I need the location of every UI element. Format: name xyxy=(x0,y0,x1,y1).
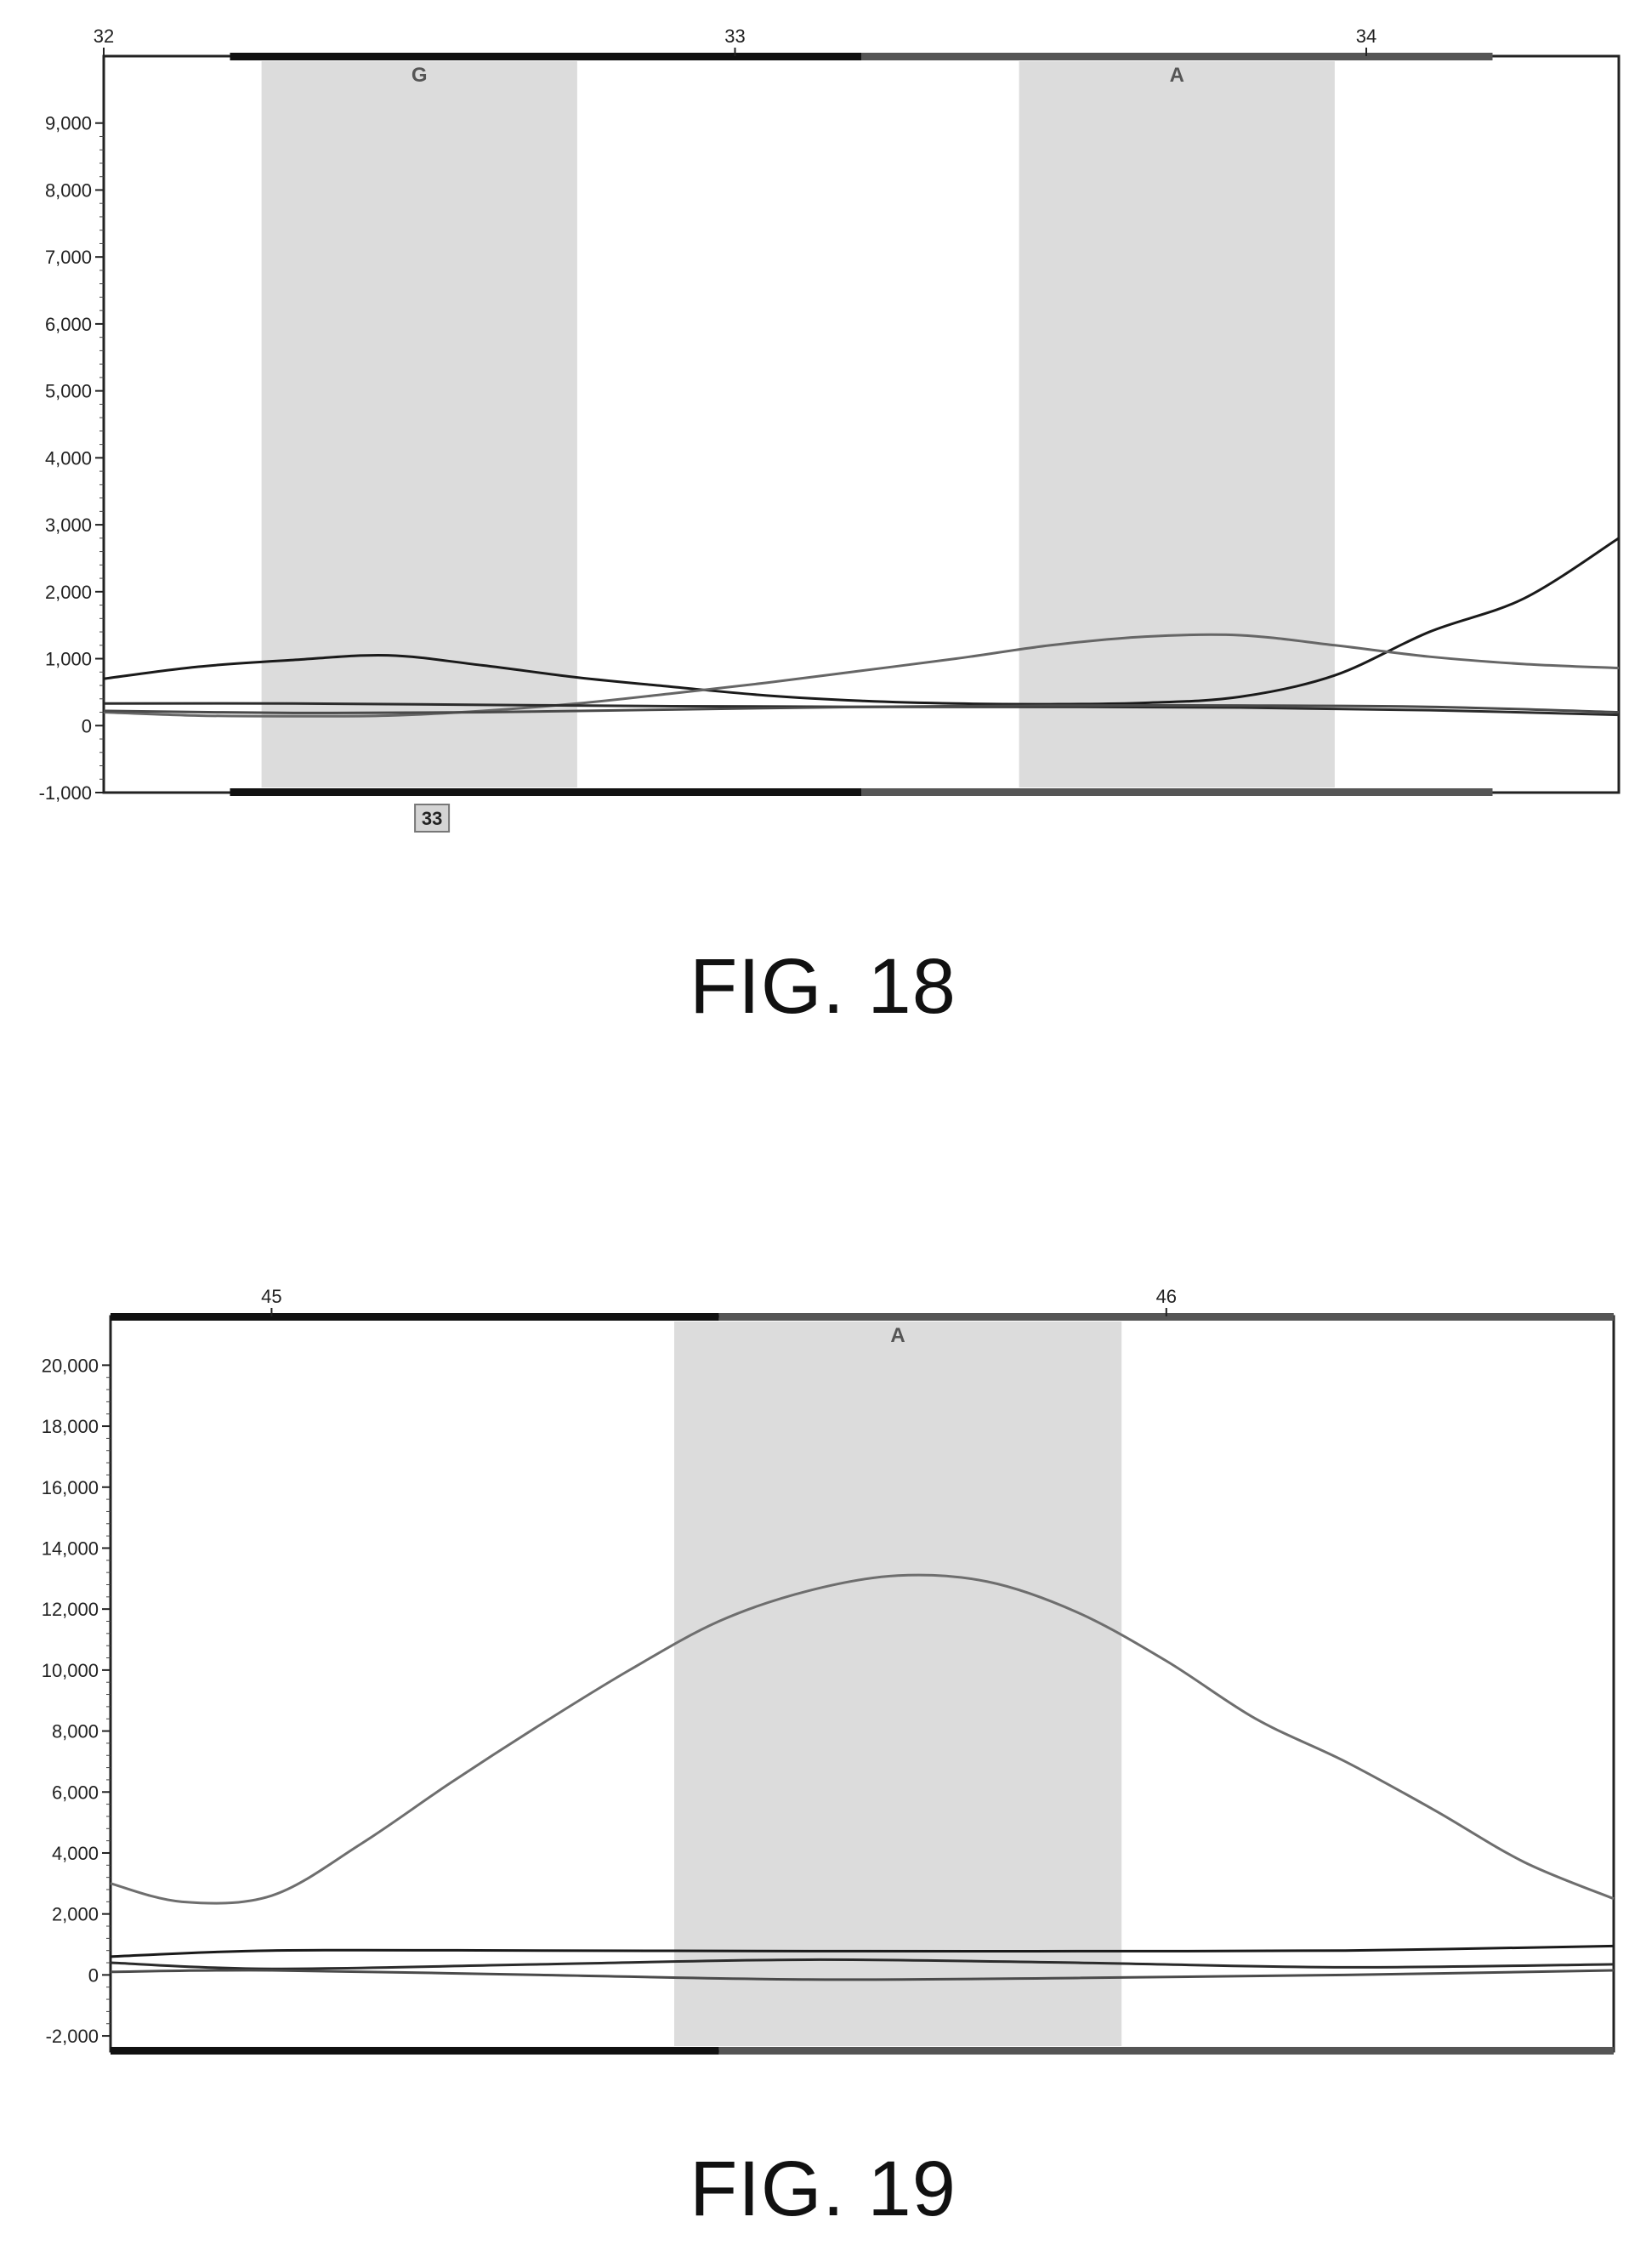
fig19-top-bar-segment xyxy=(111,1313,719,1321)
fig19-y-tick-label: 18,000 xyxy=(42,1416,99,1437)
fig18-series-line xyxy=(103,537,1620,706)
fig18-series-line xyxy=(103,633,1620,718)
fig18-y-tick-label: 3,000 xyxy=(45,514,92,536)
figure-19-chart: A -2,000 0 2,000 4,000 6,000 8,000 10,000 12,000… xyxy=(42,1286,1615,2055)
fig19-series-line xyxy=(110,1969,1615,1981)
fig18-bottom-bar-segment xyxy=(230,788,861,796)
fig18-base-call-region xyxy=(261,61,577,787)
fig18-y-tick-label: -1,000 xyxy=(39,782,92,804)
figure-18-chart: G A -1,000 0 1,000 2,000 3,000 4,000 5,000 6,000 7… xyxy=(39,26,1620,833)
fig18-position-badge xyxy=(414,804,451,833)
fig18-y-tick-label: 6,000 xyxy=(45,314,92,335)
fig19-y-tick-label: 6,000 xyxy=(52,1782,99,1803)
fig18-x-tick-label: 34 xyxy=(1356,26,1376,47)
fig18-base-call-label: A xyxy=(1170,64,1184,87)
fig19-y-tick-label: 10,000 xyxy=(42,1660,99,1681)
fig18-y-tick-label: 9,000 xyxy=(45,113,92,134)
fig18-base-call-label: G xyxy=(412,64,428,87)
fig19-y-tick-label: 14,000 xyxy=(42,1538,99,1559)
fig19-y-tick-label: 2,000 xyxy=(52,1904,99,1925)
fig19-bottom-bar-segment xyxy=(718,2047,1614,2055)
fig18-x-tick-label: 33 xyxy=(724,26,745,47)
fig18-y-tick-label: 0 xyxy=(82,715,92,736)
fig18-position-badge-label: 33 xyxy=(422,808,442,829)
fig19-top-bar-segment xyxy=(718,1313,1614,1321)
fig19-x-tick-label: 46 xyxy=(1156,1286,1177,1307)
fig19-bottom-bar-segment xyxy=(111,2047,719,2055)
fig19-series-line xyxy=(110,1573,1615,1905)
fig18-base-call-region xyxy=(1019,61,1335,787)
fig19-y-tick-label: 12,000 xyxy=(42,1599,99,1620)
fig18-top-bar-segment xyxy=(861,53,1493,60)
fig19-y-tick-label: 16,000 xyxy=(42,1477,99,1498)
fig19-x-tick-label: 45 xyxy=(261,1286,281,1307)
fig19-y-tick-label: -2,000 xyxy=(46,2026,99,2047)
figure-19-caption: FIG. 19 xyxy=(690,2146,956,2232)
fig18-y-tick-label: 2,000 xyxy=(45,582,92,603)
fig19-y-tick-label: 20,000 xyxy=(42,1355,99,1376)
fig18-y-tick-label: 8,000 xyxy=(45,179,92,201)
fig18-bottom-bar-segment xyxy=(861,788,1493,796)
fig19-series-line xyxy=(110,1958,1615,1970)
figure-18-caption: FIG. 18 xyxy=(690,943,956,1030)
fig18-y-tick-label: 1,000 xyxy=(45,649,92,670)
fig18-x-tick-label: 32 xyxy=(94,26,114,47)
fig18-top-bar-segment xyxy=(230,53,861,60)
fig19-y-tick-label: 4,000 xyxy=(52,1843,99,1864)
fig18-y-tick-label: 4,000 xyxy=(45,447,92,469)
fig19-base-call-label: A xyxy=(890,1324,905,1347)
fig19-y-tick-label: 8,000 xyxy=(52,1721,99,1742)
fig19-y-tick-label: 0 xyxy=(88,1964,99,1986)
fig18-y-tick-label: 7,000 xyxy=(45,247,92,268)
fig18-series-line xyxy=(103,703,1620,714)
fig19-base-call-region xyxy=(674,1322,1122,2046)
fig19-series-line xyxy=(110,1944,1615,1958)
fig18-y-tick-label: 5,000 xyxy=(45,381,92,402)
